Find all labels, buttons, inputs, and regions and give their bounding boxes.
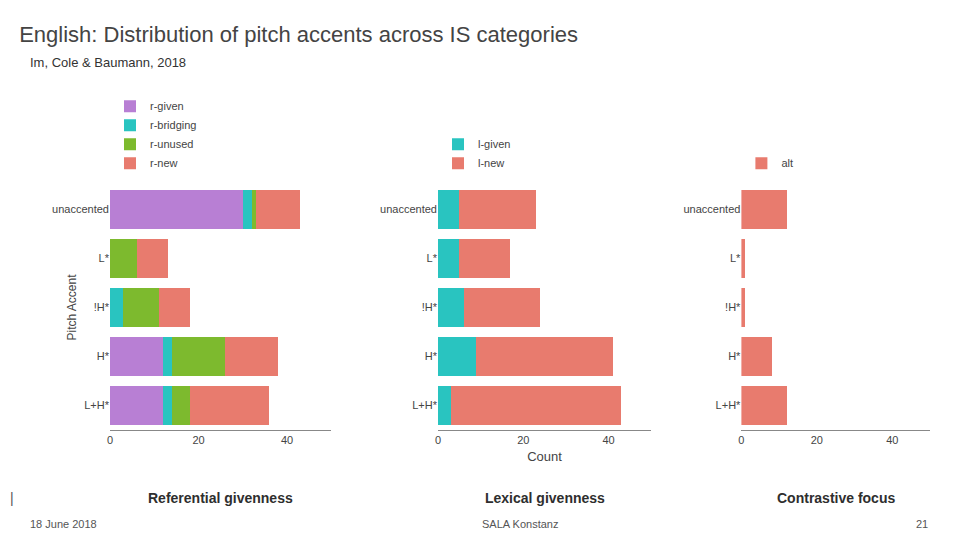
svg-text:21: 21 bbox=[916, 518, 928, 530]
svg-text:40: 40 bbox=[602, 434, 614, 446]
svg-text:H*: H* bbox=[425, 350, 438, 362]
svg-text:Lexical givenness: Lexical givenness bbox=[485, 490, 605, 506]
svg-text:unaccented: unaccented bbox=[380, 203, 437, 215]
svg-text:|: | bbox=[10, 490, 14, 506]
svg-text:!H*: !H* bbox=[94, 301, 110, 313]
svg-text:r-new: r-new bbox=[150, 157, 178, 169]
svg-text:18 June 2018: 18 June 2018 bbox=[30, 518, 97, 530]
svg-text:L+H*: L+H* bbox=[716, 399, 741, 411]
svg-text:H*: H* bbox=[728, 350, 741, 362]
svg-text:Referential givenness: Referential givenness bbox=[148, 490, 293, 506]
svg-text:L+H*: L+H* bbox=[412, 399, 437, 411]
svg-text:Contrastive focus: Contrastive focus bbox=[777, 490, 895, 506]
svg-text:L*: L* bbox=[99, 252, 110, 264]
svg-text:20: 20 bbox=[811, 434, 823, 446]
svg-text:unaccented: unaccented bbox=[52, 203, 109, 215]
svg-text:L*: L* bbox=[427, 252, 438, 264]
svg-text:r-given: r-given bbox=[150, 100, 184, 112]
svg-text:l-new: l-new bbox=[478, 157, 504, 169]
svg-text:!H*: !H* bbox=[422, 301, 438, 313]
svg-text:20: 20 bbox=[192, 434, 204, 446]
svg-text:!H*: !H* bbox=[725, 301, 741, 313]
svg-text:Pitch Accent: Pitch Accent bbox=[65, 274, 79, 341]
svg-text:L+H*: L+H* bbox=[84, 399, 109, 411]
svg-text:H*: H* bbox=[97, 350, 110, 362]
svg-text:English: Distribution of pitch: English: Distribution of pitch accents a… bbox=[19, 22, 578, 47]
svg-text:0: 0 bbox=[435, 434, 441, 446]
svg-text:Count: Count bbox=[527, 449, 562, 464]
svg-text:40: 40 bbox=[281, 434, 293, 446]
svg-text:SALA Konstanz: SALA Konstanz bbox=[482, 518, 558, 530]
svg-text:r-unused: r-unused bbox=[150, 138, 193, 150]
svg-text:r-bridging: r-bridging bbox=[150, 119, 196, 131]
svg-text:unaccented: unaccented bbox=[684, 203, 741, 215]
svg-text:L*: L* bbox=[730, 252, 741, 264]
svg-text:20: 20 bbox=[517, 434, 529, 446]
svg-text:40: 40 bbox=[886, 434, 898, 446]
svg-text:Im, Cole & Baumann, 2018: Im, Cole & Baumann, 2018 bbox=[30, 55, 186, 70]
svg-text:0: 0 bbox=[107, 434, 113, 446]
svg-text:0: 0 bbox=[738, 434, 744, 446]
svg-text:l-given: l-given bbox=[478, 138, 510, 150]
svg-text:alt: alt bbox=[781, 157, 793, 169]
